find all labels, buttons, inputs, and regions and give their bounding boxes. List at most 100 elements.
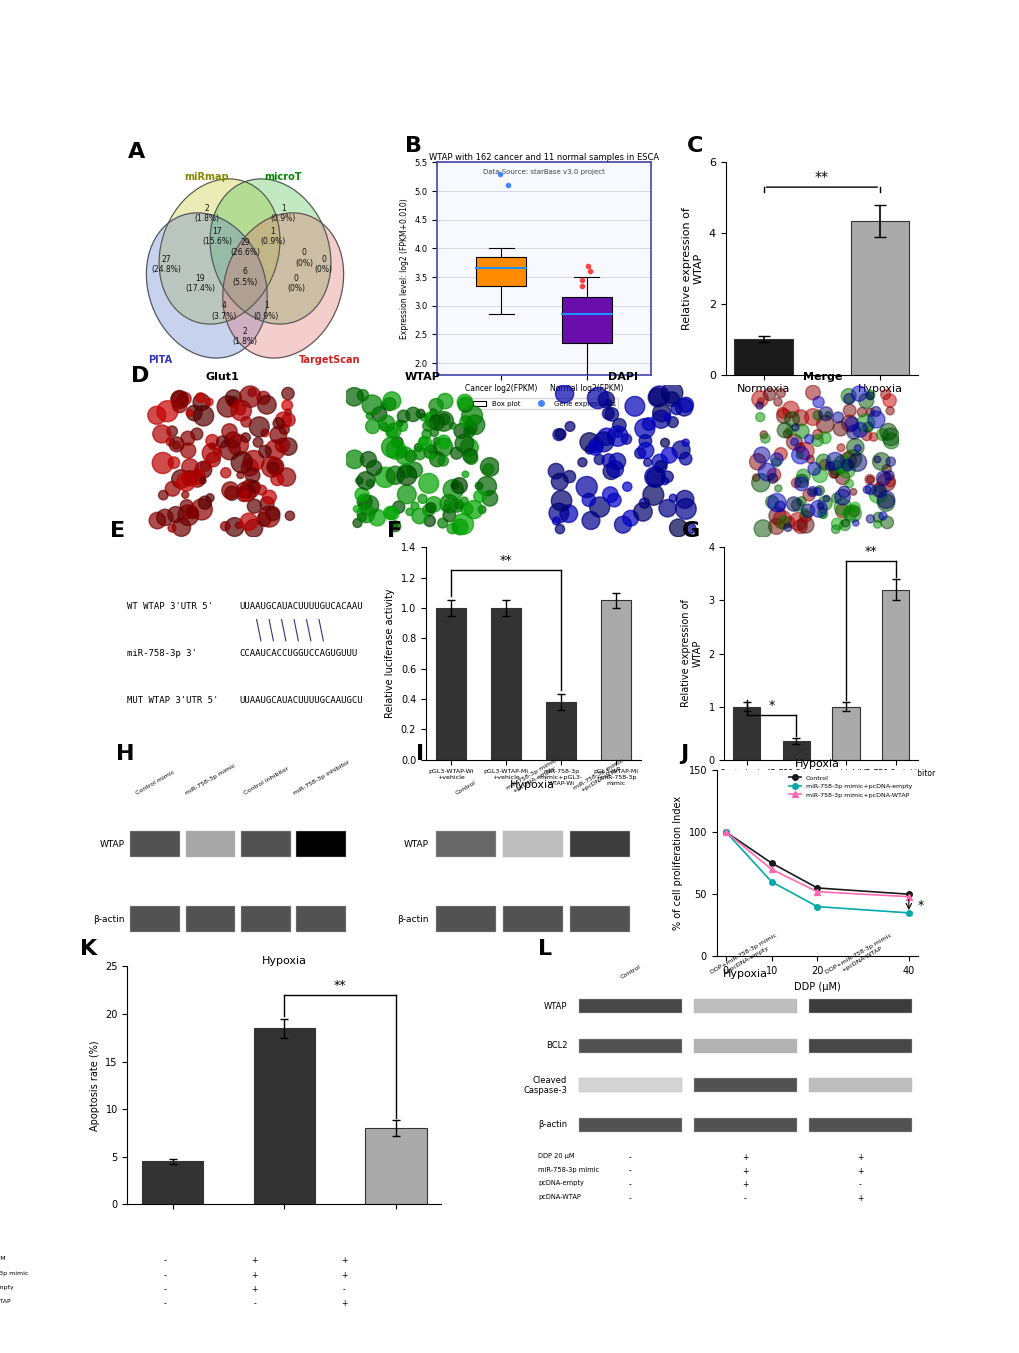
- Circle shape: [602, 463, 619, 479]
- Circle shape: [870, 406, 880, 417]
- Bar: [502, 831, 562, 858]
- Bar: [600, 601, 631, 759]
- Text: -: -: [858, 1180, 861, 1189]
- Circle shape: [782, 402, 798, 418]
- Circle shape: [838, 486, 849, 498]
- Circle shape: [386, 467, 404, 484]
- Circle shape: [442, 505, 449, 511]
- Bar: [435, 907, 495, 932]
- Text: miR-758-3p mimic: miR-758-3p mimic: [184, 763, 236, 796]
- Circle shape: [386, 440, 406, 459]
- Bar: [782, 741, 809, 759]
- Circle shape: [607, 494, 621, 507]
- Circle shape: [675, 498, 696, 520]
- Text: -: -: [164, 1257, 166, 1265]
- Circle shape: [562, 471, 575, 483]
- Circle shape: [588, 438, 603, 453]
- Circle shape: [838, 461, 854, 478]
- Circle shape: [872, 521, 880, 528]
- Circle shape: [875, 429, 888, 441]
- Circle shape: [380, 402, 386, 409]
- Circle shape: [660, 438, 668, 446]
- Circle shape: [671, 403, 682, 414]
- Circle shape: [168, 457, 179, 468]
- Circle shape: [425, 414, 440, 429]
- Circle shape: [216, 436, 228, 448]
- Circle shape: [244, 451, 264, 471]
- Circle shape: [153, 425, 170, 442]
- Circle shape: [285, 511, 294, 521]
- Bar: [693, 1078, 797, 1092]
- Circle shape: [766, 468, 780, 482]
- Circle shape: [171, 469, 191, 488]
- Text: miRmap: miRmap: [184, 172, 229, 183]
- Circle shape: [844, 479, 853, 488]
- Circle shape: [815, 455, 830, 469]
- Circle shape: [168, 524, 175, 532]
- Circle shape: [450, 499, 464, 513]
- Circle shape: [776, 407, 787, 418]
- Circle shape: [152, 452, 173, 474]
- Circle shape: [801, 505, 814, 517]
- Circle shape: [257, 486, 266, 495]
- Circle shape: [380, 422, 387, 430]
- Circle shape: [253, 437, 263, 448]
- Circle shape: [259, 445, 271, 457]
- Circle shape: [460, 438, 478, 456]
- Circle shape: [219, 438, 240, 460]
- Text: H: H: [116, 744, 135, 764]
- Circle shape: [426, 497, 441, 513]
- Circle shape: [180, 432, 195, 445]
- Circle shape: [661, 471, 673, 483]
- Circle shape: [460, 497, 468, 505]
- Circle shape: [395, 446, 413, 464]
- Circle shape: [187, 507, 198, 518]
- Circle shape: [849, 506, 859, 517]
- Circle shape: [167, 506, 183, 522]
- Bar: [502, 907, 562, 932]
- Circle shape: [454, 502, 462, 509]
- Circle shape: [834, 490, 850, 505]
- Circle shape: [876, 474, 895, 491]
- Circle shape: [841, 415, 857, 432]
- Circle shape: [257, 513, 271, 526]
- Bar: [693, 999, 797, 1013]
- Circle shape: [425, 502, 435, 513]
- Circle shape: [429, 414, 444, 430]
- Circle shape: [378, 415, 394, 432]
- Circle shape: [362, 395, 382, 415]
- Circle shape: [248, 388, 256, 396]
- Circle shape: [383, 506, 396, 520]
- Circle shape: [178, 392, 191, 405]
- Circle shape: [773, 448, 787, 460]
- Circle shape: [776, 517, 789, 529]
- Text: pcDNA-empty: pcDNA-empty: [0, 1285, 14, 1289]
- Circle shape: [818, 460, 829, 471]
- Circle shape: [844, 505, 860, 522]
- Text: 1
(0.9%): 1 (0.9%): [254, 302, 278, 321]
- Circle shape: [414, 444, 422, 452]
- Circle shape: [236, 471, 244, 479]
- Circle shape: [841, 388, 855, 403]
- Text: WTAP: WTAP: [404, 840, 428, 848]
- Circle shape: [443, 499, 450, 506]
- Circle shape: [551, 491, 572, 511]
- Legend: Control, miR-758-3p mimic+pcDNA-empty, miR-758-3p mimic+pcDNA-WTAP: Control, miR-758-3p mimic+pcDNA-empty, m…: [786, 773, 914, 800]
- Circle shape: [366, 460, 381, 476]
- Circle shape: [262, 490, 276, 503]
- Circle shape: [397, 484, 416, 503]
- Text: BCL2: BCL2: [545, 1042, 567, 1050]
- Circle shape: [580, 433, 598, 452]
- Bar: [142, 1161, 203, 1204]
- Circle shape: [385, 506, 398, 520]
- Text: Control: Control: [454, 781, 477, 796]
- Circle shape: [453, 423, 469, 438]
- Line: miR-758-3p mimic+pcDNA-WTAP: miR-758-3p mimic+pcDNA-WTAP: [722, 829, 911, 900]
- Circle shape: [191, 499, 212, 520]
- Circle shape: [812, 410, 822, 421]
- Circle shape: [463, 448, 477, 463]
- Circle shape: [785, 428, 793, 436]
- Circle shape: [261, 456, 282, 478]
- Circle shape: [191, 469, 206, 484]
- Text: J: J: [680, 744, 688, 764]
